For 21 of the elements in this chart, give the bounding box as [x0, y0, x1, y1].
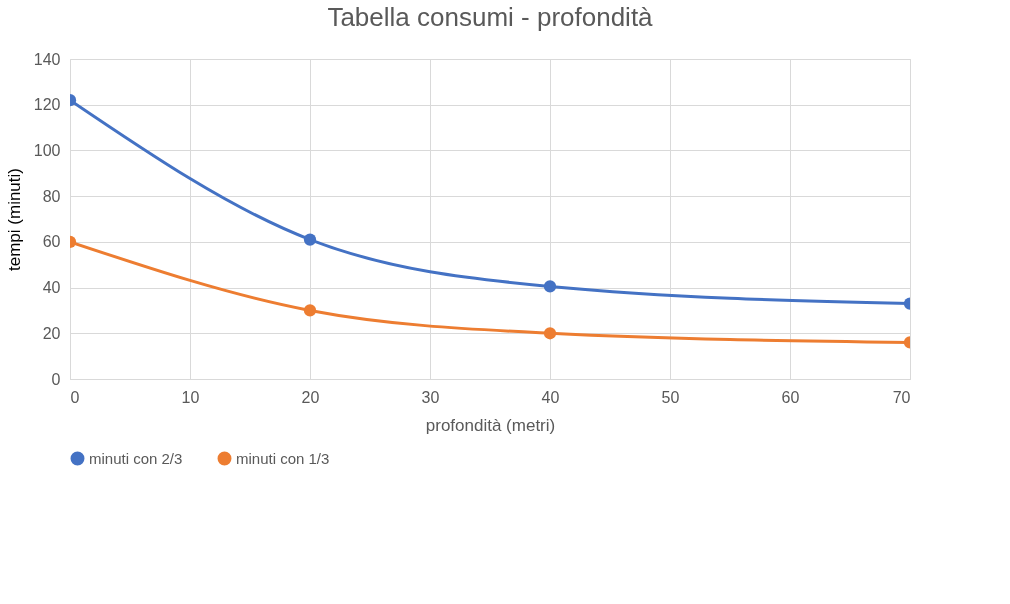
y-tick-label: 40 — [42, 279, 61, 297]
y-tick-label: 60 — [42, 233, 61, 251]
x-tick-label: 40 — [541, 388, 560, 406]
y-tick-label: 140 — [33, 50, 61, 68]
x-tick-label: 60 — [781, 388, 800, 406]
legend-label: minuti con 2/3 — [89, 449, 183, 467]
y-tick-label: 80 — [42, 187, 61, 205]
chart-title: Tabella consumi - profondità — [327, 2, 654, 32]
y-axis-title: tempi (minuti) — [4, 168, 24, 271]
x-tick-label: 50 — [661, 388, 680, 406]
y-tick-label: 20 — [42, 324, 61, 342]
x-tick-label: 0 — [70, 388, 80, 406]
x-tick-label: 70 — [892, 388, 911, 406]
legend-label: minuti con 1/3 — [236, 449, 330, 467]
y-tick-label: 120 — [33, 96, 61, 114]
x-tick-label: 20 — [301, 388, 320, 406]
x-tick-label: 10 — [181, 388, 200, 406]
x-axis-title: profondità (metri) — [425, 415, 556, 435]
x-tick-label: 30 — [421, 388, 440, 406]
y-tick-label: 0 — [51, 370, 61, 388]
y-tick-label: 100 — [33, 141, 61, 159]
